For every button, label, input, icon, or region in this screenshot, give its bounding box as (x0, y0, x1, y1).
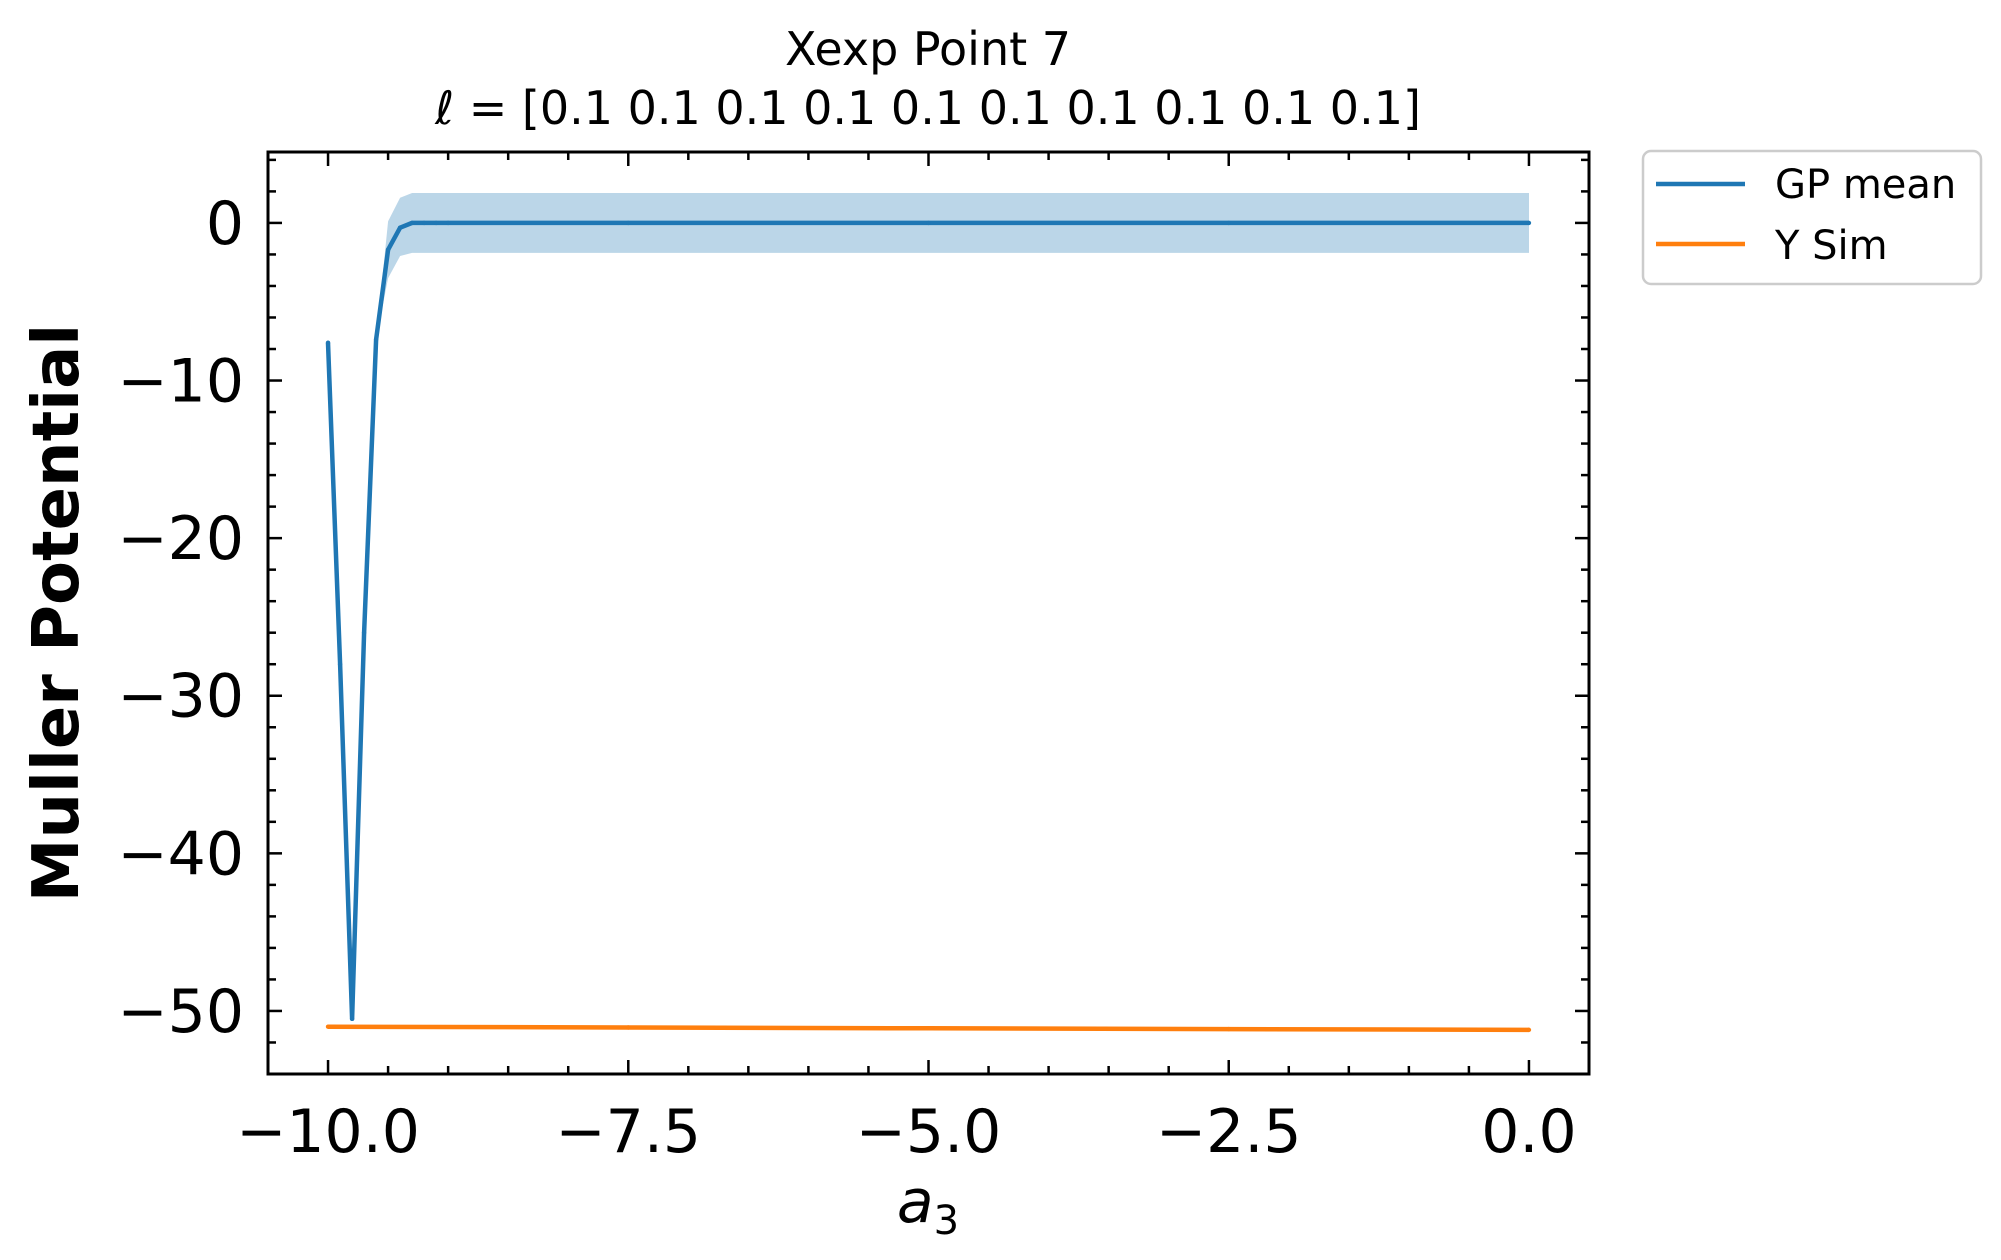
legend: GP mean Y Sim (1641, 149, 1983, 286)
data-point-y-sim (1526, 1027, 1532, 1033)
y-tick-label: −20 (117, 504, 244, 574)
data-point-y-sim (626, 1025, 631, 1030)
data-point-gp-mean (373, 337, 379, 342)
x-tick-label: −5.0 (856, 1097, 1002, 1167)
data-point-gp-mean (361, 630, 367, 635)
legend-label-y-sim: Y Sim (1774, 223, 1888, 269)
y-tick-label: −30 (117, 662, 244, 732)
axis-ticks (268, 152, 1589, 1074)
chart-subtitle: ℓ = [0.1 0.1 0.1 0.1 0.1 0.1 0.1 0.1 0.1… (434, 81, 1421, 135)
data-point-gp-mean (325, 340, 331, 345)
y-tick-label: 0 (206, 189, 244, 259)
legend-label-gp-mean: GP mean (1775, 162, 1956, 208)
confidence-band-gp-mean (328, 193, 1529, 1019)
data-point-gp-mean (349, 1016, 355, 1022)
y-tick-label: −10 (117, 347, 244, 417)
data-point-gp-mean (337, 662, 343, 667)
data-point-y-sim (1226, 1026, 1231, 1032)
x-axis-label: a3 (897, 1167, 959, 1244)
data-point-gp-mean (397, 225, 403, 230)
data-point-gp-mean (926, 220, 931, 226)
data-point-y-sim (926, 1026, 931, 1031)
data-point-gp-mean (626, 220, 631, 226)
axes-frame (266, 150, 1591, 1076)
chart-title: Xexp Point 7 (785, 22, 1071, 76)
data-point-gp-mean (1226, 220, 1231, 226)
x-tick-label: −2.5 (1156, 1097, 1302, 1167)
x-tick-label: −10.0 (236, 1097, 420, 1167)
x-tick-label: −7.5 (555, 1097, 701, 1167)
data-point-gp-mean (445, 220, 451, 226)
x-axis-label-main: a (897, 1167, 934, 1237)
data-point-y-sim (325, 1024, 331, 1029)
data-point-gp-mean (1526, 220, 1532, 226)
data-point-gp-mean (421, 220, 427, 226)
y-axis-label: Muller Potential (20, 324, 94, 902)
y-tick-label: −40 (117, 819, 244, 889)
series-line-gp-mean (325, 220, 1529, 1022)
plot-area (266, 150, 1591, 1076)
series-lines (325, 220, 1532, 1033)
x-tick-label: 0.0 (1481, 1097, 1576, 1167)
confidence-bands (328, 193, 1529, 1019)
x-axis-label-subscript: 3 (934, 1198, 959, 1244)
data-point-gp-mean (409, 220, 415, 226)
data-point-gp-mean (433, 220, 439, 226)
y-tick-label: −50 (117, 977, 244, 1047)
data-point-gp-mean (385, 247, 391, 252)
